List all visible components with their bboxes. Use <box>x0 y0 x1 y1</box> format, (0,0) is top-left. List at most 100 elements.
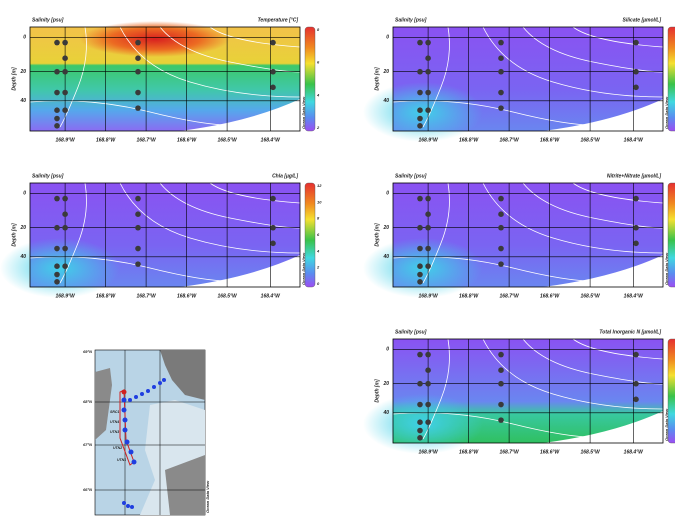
colorbar-tick-label: 2 <box>316 125 320 130</box>
y-axis-label: Depth [m] <box>11 223 17 247</box>
station-dot <box>417 435 423 441</box>
station-dot <box>135 55 141 61</box>
station-dot <box>62 196 68 202</box>
x-tick-label: 168.9°W <box>55 137 76 143</box>
station-dot <box>417 402 423 408</box>
x-tick-label: 168.8°W <box>459 137 480 143</box>
station-dot <box>270 85 276 91</box>
cyan-patch <box>363 82 483 142</box>
station-dot <box>54 123 60 129</box>
station-dot <box>54 246 60 252</box>
station-dot <box>498 261 504 267</box>
station-dot <box>417 272 423 278</box>
station-dot <box>498 402 504 408</box>
station-dot <box>135 211 141 217</box>
x-tick-label: 168.6°W <box>177 137 198 143</box>
title-right: Nitrite+Nitrate [µmol/L] <box>607 173 661 179</box>
station-label: UTN3 <box>110 430 119 434</box>
station-dot <box>54 272 60 278</box>
y-axis-label: Depth [m] <box>11 67 17 91</box>
station-dot <box>498 246 504 252</box>
station-dot <box>417 116 423 122</box>
title-right: Chla [µg/L] <box>272 173 298 179</box>
colorbar-tick-label: 6 <box>317 60 320 65</box>
y-tick-label: 0 <box>23 191 26 197</box>
colorbar <box>305 183 315 287</box>
station-dot <box>633 196 639 202</box>
colorbar-tick-label: 0 <box>317 281 320 286</box>
title-left: Salinity [psu] <box>395 17 427 23</box>
colorbar-tick-label: 8 <box>317 27 320 32</box>
x-tick-label: 168.7°W <box>499 137 520 143</box>
station-dot <box>54 90 60 96</box>
x-tick-label: 168.9°W <box>418 137 439 143</box>
station-dot <box>54 225 60 231</box>
x-tick-label: 168.7°W <box>136 293 157 299</box>
x-tick-label: 168.5°W <box>580 293 601 299</box>
x-tick-label: 168.8°W <box>459 449 480 455</box>
station-dot <box>135 196 141 202</box>
station-dot <box>425 263 431 269</box>
station-dot <box>417 107 423 113</box>
colorbar-tick-label: 12 <box>317 183 322 188</box>
x-tick-label: 168.9°W <box>55 293 76 299</box>
y-tick-label: 40 <box>19 254 26 260</box>
station-label: UTN4 <box>110 420 119 424</box>
station-dot <box>62 263 68 269</box>
station-dot <box>270 225 276 231</box>
y-tick-label: 0 <box>23 35 26 41</box>
x-tick-label: 168.8°W <box>459 293 480 299</box>
station-dot <box>498 90 504 96</box>
x-tick-label: 168.7°W <box>499 449 520 455</box>
x-tick-label: 168.8°W <box>96 137 117 143</box>
cyan-patch <box>0 238 120 298</box>
station-dot <box>417 381 423 387</box>
lat-label: 69°N <box>83 349 92 354</box>
colorbar-tick-label: 4 <box>316 92 320 97</box>
y-tick-label: 0 <box>386 35 389 41</box>
station-dot <box>135 105 141 111</box>
station-dot <box>62 246 68 252</box>
station-dot <box>633 397 639 403</box>
station-dot <box>62 90 68 96</box>
x-tick-label: 168.5°W <box>217 137 238 143</box>
y-tick-label: 20 <box>19 225 26 231</box>
title-right: Temperature [°C] <box>258 17 299 23</box>
station-dot <box>633 40 639 46</box>
station-dot <box>633 225 639 231</box>
station-dot <box>270 69 276 75</box>
y-tick-label: 40 <box>382 254 389 260</box>
x-tick-label: 168.5°W <box>217 293 238 299</box>
station-dot <box>633 69 639 75</box>
colorbar <box>668 339 675 443</box>
station-dot <box>417 123 423 129</box>
section-panel: 168.9°W168.8°W168.7°W168.6°W168.5°W168.4… <box>363 173 675 299</box>
colorbar-tick-label: 4 <box>316 248 320 253</box>
title-right: Total Inorganic N [µmol/L] <box>599 329 661 335</box>
station-dot <box>54 196 60 202</box>
title-left: Salinity [psu] <box>395 173 427 179</box>
station-dot <box>270 40 276 46</box>
station-dot <box>135 261 141 267</box>
station-dot <box>135 90 141 96</box>
station-dot <box>417 428 423 434</box>
watermark: Ocean Data View <box>205 480 210 513</box>
x-tick-label: 168.7°W <box>499 293 520 299</box>
y-tick-label: 0 <box>386 347 389 353</box>
station-dot <box>54 69 60 75</box>
x-tick-label: 168.4°W <box>261 137 282 143</box>
station-dot <box>417 352 423 358</box>
x-tick-label: 168.6°W <box>540 449 561 455</box>
lat-label: 67°N <box>83 442 92 447</box>
x-tick-label: 168.5°W <box>580 449 601 455</box>
y-axis-label: Depth [m] <box>374 379 380 403</box>
station-dot <box>417 419 423 425</box>
station-dot <box>417 225 423 231</box>
y-axis-label: Depth [m] <box>374 223 380 247</box>
colorbar-tick-label: 10 <box>317 199 322 204</box>
station-dot <box>62 225 68 231</box>
colorbar <box>668 183 675 287</box>
station-dot <box>498 352 504 358</box>
lat-label: 68°N <box>83 399 92 404</box>
